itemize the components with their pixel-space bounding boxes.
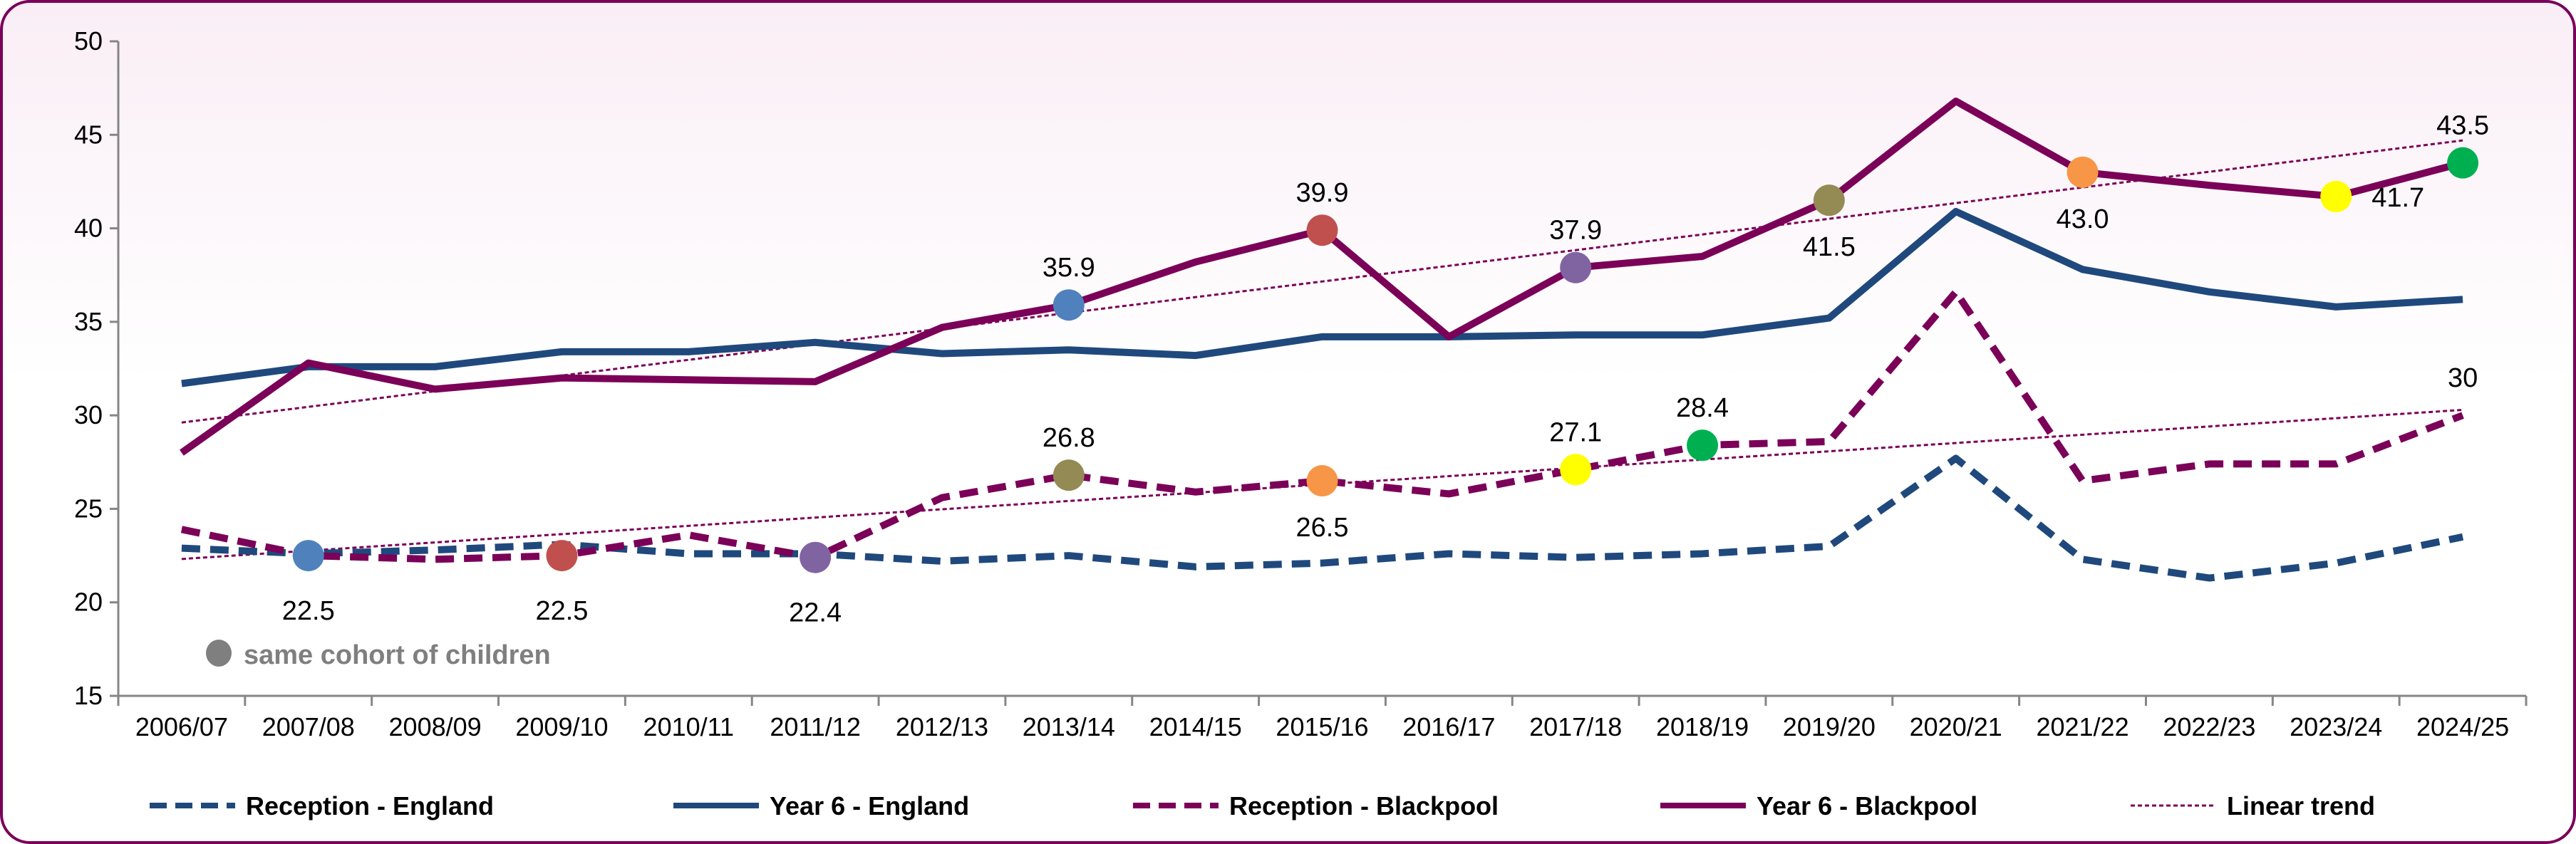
y-tick-label: 40 — [74, 214, 103, 243]
data-point-marker — [1560, 454, 1592, 486]
data-label: 28.4 — [1676, 393, 1729, 423]
y-tick-label: 20 — [74, 588, 103, 617]
y-tick-label: 25 — [74, 494, 103, 523]
x-tick-label: 2022/23 — [2163, 712, 2255, 741]
x-tick-label: 2015/16 — [1276, 712, 1368, 741]
y-tick-label: 35 — [74, 307, 103, 336]
legend-label: Reception - Blackpool — [1229, 791, 1499, 820]
annotation: same cohort of children — [206, 640, 551, 670]
x-tick-label: 2014/15 — [1149, 712, 1242, 741]
data-point-marker — [1052, 289, 1085, 321]
legend-label: Year 6 - England — [770, 791, 969, 820]
data-point-marker — [2447, 147, 2479, 179]
x-tick-label: 2023/24 — [2290, 712, 2382, 741]
series-line-year-6-england — [181, 207, 2463, 387]
data-label: 41.7 — [2371, 183, 2424, 213]
x-tick-label: 2013/14 — [1023, 712, 1115, 741]
data-label: 35.9 — [1043, 253, 1095, 283]
data-label: 30 — [2448, 363, 2478, 393]
data-point-marker — [2320, 180, 2352, 212]
data-label: 39.9 — [1296, 178, 1349, 208]
x-tick-label: 2020/21 — [1910, 712, 2002, 741]
annotation-text: same cohort of children — [244, 640, 551, 670]
legend-label: Year 6 - Blackpool — [1757, 791, 1977, 820]
data-point-marker — [292, 540, 324, 572]
data-point-marker — [2067, 156, 2099, 188]
data-point-marker — [1306, 465, 1338, 497]
x-tick-label: 2018/19 — [1656, 712, 1749, 741]
data-label: 26.5 — [1296, 513, 1349, 543]
x-tick-label: 2017/18 — [1529, 712, 1622, 741]
legend-label: Reception - England — [246, 791, 494, 820]
y-tick-label: 30 — [74, 400, 103, 429]
x-tick-label: 2009/10 — [515, 712, 608, 741]
y-tick-label: 15 — [74, 681, 103, 710]
x-tick-label: 2011/12 — [770, 712, 860, 741]
data-point-marker — [546, 540, 578, 572]
data-label: 37.9 — [1549, 216, 1602, 246]
x-tick-label: 2019/20 — [1783, 712, 1876, 741]
x-tick-label: 2021/22 — [2036, 712, 2128, 741]
y-tick-label: 50 — [74, 26, 103, 56]
x-tick-label: 2007/08 — [262, 712, 355, 741]
cohort-marker-icon — [206, 640, 232, 667]
x-tick-label: 2012/13 — [896, 712, 988, 741]
data-point-marker — [1306, 214, 1338, 246]
data-label: 22.5 — [535, 596, 588, 626]
x-tick-label: 2006/07 — [135, 712, 228, 741]
legend-label: Linear trend — [2227, 791, 2375, 820]
x-tick-label: 2024/25 — [2416, 712, 2509, 741]
x-tick-label: 2008/09 — [389, 712, 482, 741]
data-label: 41.5 — [1803, 232, 1856, 262]
x-tick-label: 2010/11 — [643, 712, 734, 741]
legend: Reception - England Year 6 - England Recep… — [150, 791, 2375, 820]
data-label: 27.1 — [1549, 417, 1602, 447]
data-label: 26.8 — [1043, 423, 1095, 453]
data-label: 22.5 — [282, 596, 335, 626]
data-label: 43.5 — [2436, 111, 2489, 141]
data-point-marker — [1560, 251, 1592, 283]
data-point-marker — [1813, 184, 1845, 217]
x-tick-label: 2016/17 — [1402, 712, 1495, 741]
trend-line — [181, 139, 2463, 424]
data-point-marker — [1052, 459, 1085, 491]
data-point-marker — [1687, 429, 1719, 462]
y-tick-label: 45 — [74, 120, 103, 149]
data-point-marker — [800, 541, 832, 573]
data-label: 43.0 — [2057, 204, 2109, 234]
data-label: 22.4 — [789, 598, 842, 628]
